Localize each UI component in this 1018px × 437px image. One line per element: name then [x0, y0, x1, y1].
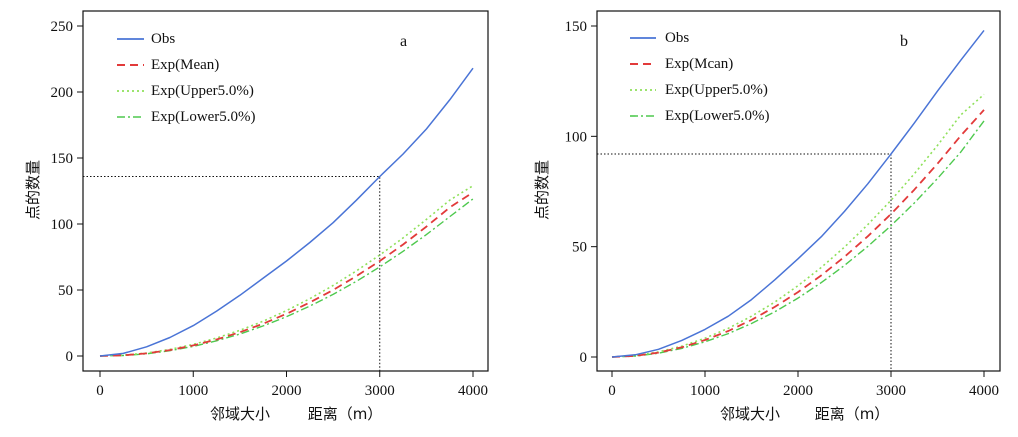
x-tick-label: 1000 [178, 383, 208, 399]
series-line-exp-mean- [99, 191, 474, 357]
x-tick-label: 0 [608, 383, 616, 399]
x-tick-label: 3000 [365, 383, 395, 399]
reference-line [83, 175, 381, 371]
x-tick-label: 1000 [690, 383, 720, 399]
x-axis-title-right: 距离（m） [815, 405, 890, 423]
series-line-exp-lower5-0- [99, 198, 474, 357]
series-line-exp-upper5-0- [99, 185, 474, 357]
y-tick-label: 50 [58, 283, 73, 299]
legend-entry: Exp(Mean) [151, 57, 219, 73]
y-tick-label: 100 [51, 217, 74, 233]
y-tick-label: 0 [66, 349, 74, 365]
x-tick-label: 2000 [783, 383, 813, 399]
x-tick-label: 0 [96, 383, 104, 399]
plot-frame [82, 10, 489, 372]
series-line-exp-upper5-0- [611, 93, 985, 358]
y-tick-label: 150 [51, 151, 74, 167]
y-tick-label: 150 [565, 19, 588, 35]
series-line-exp-lower5-0- [611, 120, 985, 358]
legend-entry: Exp(Lower5.0%) [665, 108, 770, 124]
x-axis-title-left: 邻域大小 [720, 405, 780, 423]
x-tick-label: 2000 [272, 383, 302, 399]
y-tick-label: 100 [565, 129, 588, 145]
series-line-exp-mcan- [611, 109, 985, 358]
panel-label: b [900, 33, 908, 50]
panel-a: 0 1000 2000 3000 4000 0 50 100 150 200 250 Obs Exp(M… [24, 10, 489, 423]
y-axis-title: 点的数量 [533, 160, 551, 220]
x-axis-title-left: 邻域大小 [210, 405, 270, 423]
x-tick-label: 4000 [969, 383, 999, 399]
y-axis-title: 点的数量 [24, 160, 42, 220]
x-tick-label: 3000 [876, 383, 906, 399]
legend-entry: Exp(Lower5.0%) [151, 109, 256, 125]
series-line-obs [611, 29, 985, 358]
y-tick-label: 0 [580, 350, 588, 366]
legend-entry: Exp(Mcan) [665, 56, 733, 72]
legend-entry: Obs [665, 30, 689, 46]
legend-entry: Obs [151, 31, 175, 47]
legend-entry: Exp(Upper5.0%) [665, 82, 768, 98]
y-tick-label: 250 [51, 19, 74, 35]
y-tick-label: 50 [572, 240, 587, 256]
legend-entry: Exp(Upper5.0%) [151, 83, 254, 99]
reference-line [597, 153, 892, 371]
panel-label: a [400, 33, 407, 50]
x-tick-label: 4000 [458, 383, 488, 399]
series-line-obs [99, 67, 474, 357]
panel-b: 0 1000 2000 3000 4000 0 50 100 150 Obs Exp(Mcan) Ex… [533, 10, 1001, 423]
y-tick-label: 200 [51, 85, 74, 101]
x-axis-title-right: 距离（m） [308, 405, 383, 423]
plot-frame [596, 10, 1001, 372]
